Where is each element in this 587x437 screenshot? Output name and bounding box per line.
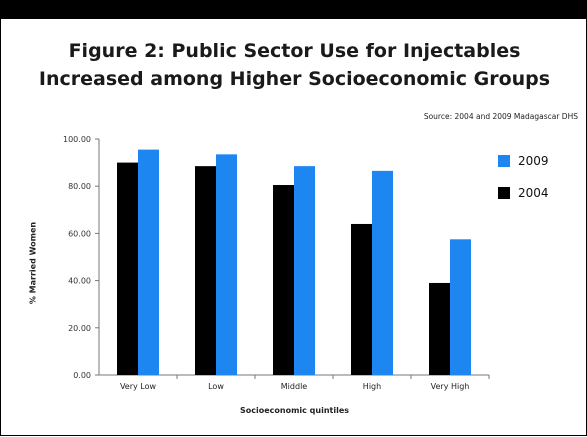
x-tick-label: Low <box>208 382 224 391</box>
y-tick-label: 40.00 <box>68 277 91 286</box>
x-tick-label: High <box>363 382 381 391</box>
legend-label: 2004 <box>518 186 549 200</box>
bar-2004-very-high <box>429 282 450 375</box>
bar-2009-very-high <box>450 239 471 375</box>
legend-swatch <box>498 155 510 167</box>
legend-item-2004: 2004 <box>498 183 549 203</box>
bar-2009-very-low <box>138 149 159 375</box>
y-tick-label: 20.00 <box>68 324 91 333</box>
bar-2009-middle <box>294 166 315 375</box>
bar-2004-very-low <box>117 162 138 375</box>
x-tick-label: Very Low <box>120 382 157 391</box>
legend-swatch <box>498 187 510 199</box>
bar-2009-high <box>372 170 393 375</box>
legend-label: 2009 <box>518 154 549 168</box>
y-axis-label: % Married Women <box>28 221 38 305</box>
y-tick-label: 100.00 <box>63 135 91 144</box>
bar-2004-middle <box>273 185 294 375</box>
source-note: Source: 2004 and 2009 Madagascar DHS <box>423 112 578 121</box>
x-axis-label: Socioeconomic quintiles <box>239 406 350 415</box>
x-tick-label: Middle <box>281 382 308 391</box>
legend-item-2009: 2009 <box>498 151 549 171</box>
chart-title-line-1: Figure 2: Public Sector Use for Injectab… <box>68 40 521 62</box>
chart-title: Figure 2: Public Sector Use for Injectab… <box>1 37 587 93</box>
bar-2009-low <box>216 154 237 375</box>
bar-2004-low <box>195 166 216 375</box>
y-tick-label: 80.00 <box>68 182 91 191</box>
chart-title-line-2: Increased among Higher Socioeconomic Gro… <box>38 68 551 90</box>
y-tick-label: 0.00 <box>73 371 91 380</box>
top-border-band <box>1 1 587 19</box>
x-tick-label: Very High <box>431 382 470 391</box>
legend: 2009 2004 <box>498 151 549 215</box>
bar-2004-high <box>351 223 372 375</box>
y-tick-label: 60.00 <box>68 229 91 238</box>
